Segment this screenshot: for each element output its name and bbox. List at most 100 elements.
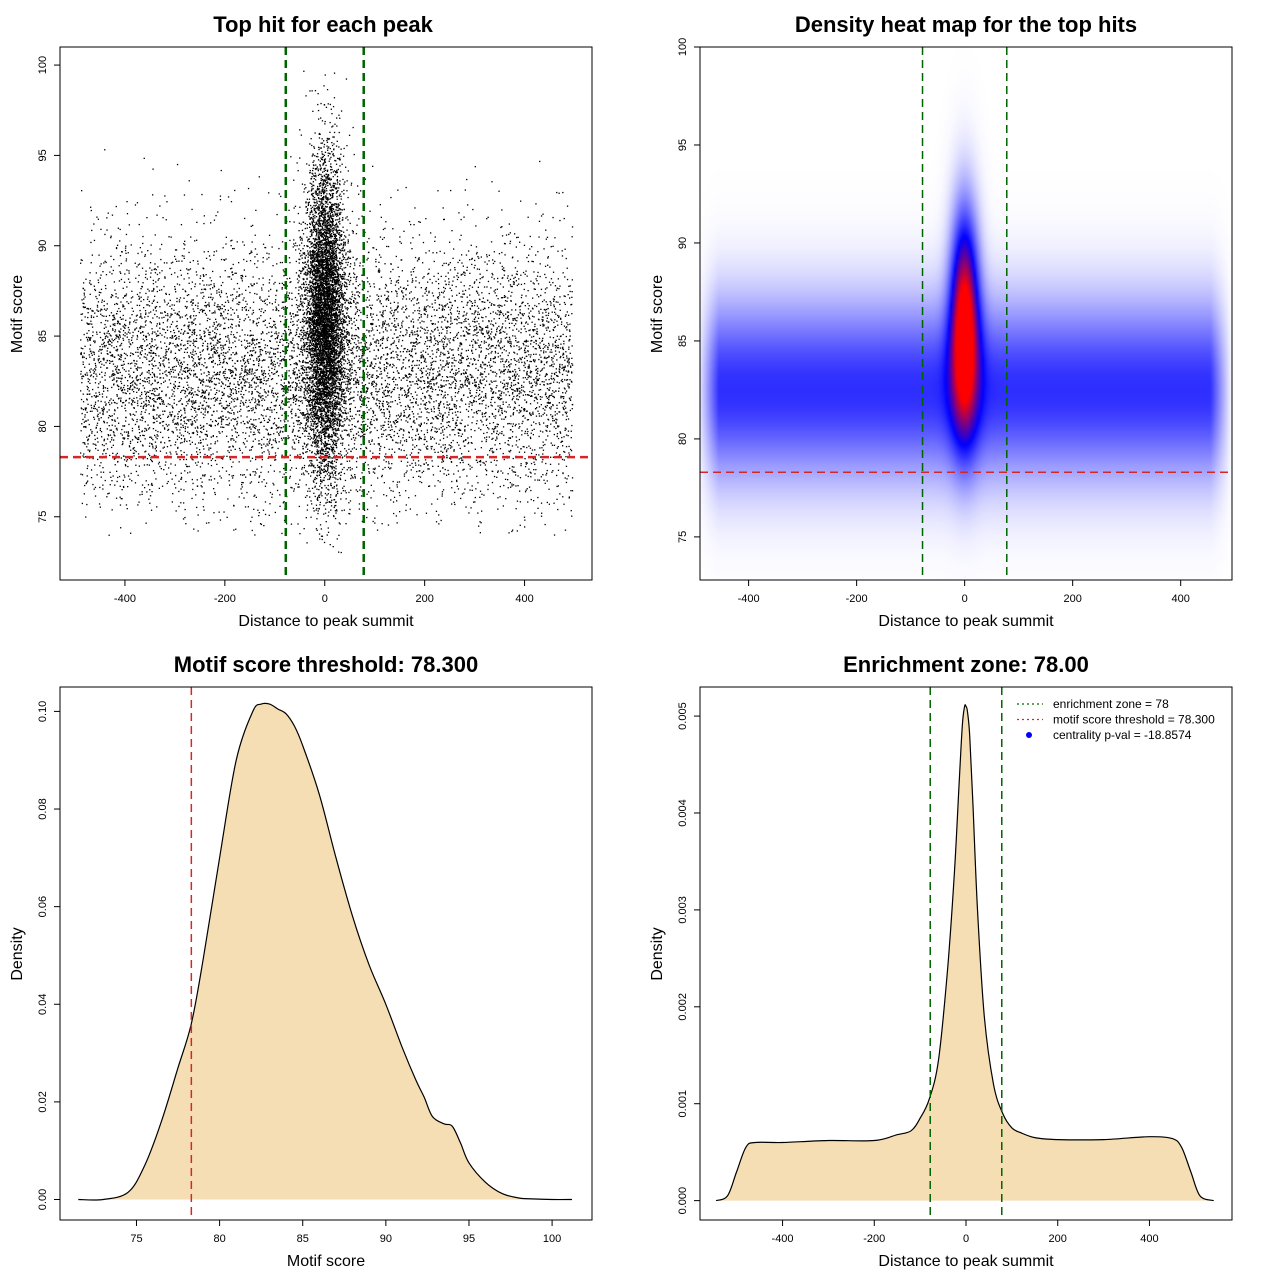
data-point	[258, 376, 261, 378]
data-point	[485, 404, 487, 406]
data-point	[131, 427, 134, 430]
data-point	[181, 339, 183, 342]
data-point	[524, 399, 526, 401]
data-point	[210, 459, 212, 462]
data-point	[289, 281, 291, 284]
data-point	[520, 463, 522, 465]
data-point	[561, 367, 563, 369]
data-point	[346, 469, 348, 471]
data-point	[252, 440, 254, 442]
data-point	[463, 468, 465, 470]
data-point	[169, 305, 171, 307]
data-point	[485, 419, 487, 421]
data-point	[86, 374, 89, 376]
data-point	[338, 408, 340, 410]
data-point	[557, 508, 559, 511]
data-point	[478, 460, 481, 463]
data-point	[497, 281, 499, 283]
data-point	[475, 246, 478, 248]
data-point	[174, 423, 176, 425]
data-point	[455, 360, 457, 362]
data-point	[529, 356, 532, 358]
data-point	[180, 348, 182, 350]
data-point	[202, 378, 204, 381]
data-point	[551, 378, 553, 380]
data-point	[402, 287, 405, 289]
data-point	[227, 380, 229, 382]
data-point	[270, 356, 272, 359]
data-point	[471, 375, 473, 377]
data-point	[125, 460, 128, 462]
data-point	[397, 336, 399, 338]
data-point	[83, 356, 85, 358]
data-point	[134, 435, 136, 438]
data-point	[372, 367, 374, 369]
data-point	[527, 350, 529, 352]
data-point	[349, 429, 352, 431]
data-point	[278, 417, 280, 419]
data-point	[84, 416, 86, 418]
data-point	[240, 408, 242, 411]
data-point	[416, 470, 418, 473]
data-point	[145, 428, 147, 430]
data-point	[107, 347, 109, 349]
data-point	[207, 411, 209, 413]
data-point	[491, 433, 493, 435]
data-point	[494, 352, 497, 354]
data-point	[432, 418, 435, 420]
data-point	[152, 439, 154, 441]
data-point	[213, 352, 215, 354]
data-point	[425, 370, 427, 372]
data-point	[147, 332, 149, 334]
data-point	[472, 320, 474, 322]
data-point	[284, 305, 287, 308]
data-point	[419, 386, 421, 388]
data-point	[499, 376, 501, 378]
data-point	[216, 399, 218, 401]
data-point	[508, 233, 510, 236]
data-point	[481, 400, 483, 402]
data-point	[156, 438, 158, 440]
data-point	[246, 374, 248, 376]
data-point	[278, 441, 280, 443]
data-point	[443, 262, 445, 265]
data-point	[100, 366, 102, 368]
data-point	[542, 323, 544, 325]
data-point	[230, 240, 232, 242]
data-point	[561, 440, 564, 442]
data-point	[529, 235, 531, 238]
data-point	[128, 272, 130, 274]
data-point	[174, 249, 177, 251]
data-point	[446, 326, 448, 329]
data-point	[465, 408, 468, 411]
data-point	[460, 497, 462, 500]
data-point	[528, 354, 530, 356]
data-point	[438, 409, 440, 412]
data-point	[140, 300, 142, 302]
data-point	[241, 356, 243, 358]
data-point	[442, 489, 445, 491]
data-point	[141, 372, 143, 374]
data-point	[432, 436, 434, 438]
data-point	[539, 342, 541, 344]
data-point	[454, 336, 457, 338]
data-point	[202, 291, 204, 294]
data-point	[298, 353, 301, 356]
data-point	[403, 389, 406, 392]
data-point	[554, 373, 556, 376]
data-point	[347, 381, 349, 383]
data-point	[505, 416, 507, 418]
data-point	[289, 385, 292, 387]
data-point	[281, 367, 283, 369]
data-point	[305, 378, 307, 380]
data-point	[498, 304, 500, 306]
data-point	[254, 375, 256, 377]
data-point	[148, 360, 150, 362]
data-point	[115, 368, 117, 370]
data-point	[378, 271, 380, 273]
data-point	[261, 308, 263, 310]
data-point	[182, 344, 185, 347]
data-point	[261, 287, 263, 289]
data-point	[184, 240, 186, 242]
data-point	[175, 258, 177, 260]
